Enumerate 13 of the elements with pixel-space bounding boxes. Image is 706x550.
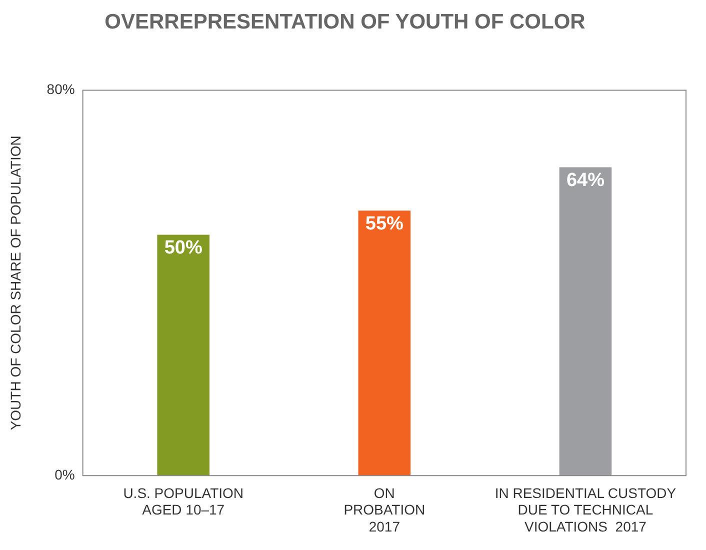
chart-title: OVERREPRESENTATION OF YOUTH OF COLOR xyxy=(104,10,586,34)
data-label: 64% xyxy=(566,170,605,192)
bar xyxy=(157,234,210,476)
x-tick-label: U.S. POPULATION AGED 10–17 xyxy=(123,484,244,518)
y-tick-label: 0% xyxy=(54,466,75,482)
data-label: 55% xyxy=(365,213,404,234)
bar xyxy=(358,210,411,476)
y-axis-title: YOUTH OF COLOR SHARE OF POPULATION xyxy=(7,136,24,430)
bar xyxy=(559,167,612,476)
x-tick-label: IN RESIDENTIAL CUSTODY DUE TO TECHNICAL VIOLATIONS 2017 xyxy=(494,484,677,534)
y-tick-label: 80% xyxy=(46,81,75,98)
x-tick-label: ON PROBATION 2017 xyxy=(344,484,426,534)
data-label: 50% xyxy=(164,237,202,258)
